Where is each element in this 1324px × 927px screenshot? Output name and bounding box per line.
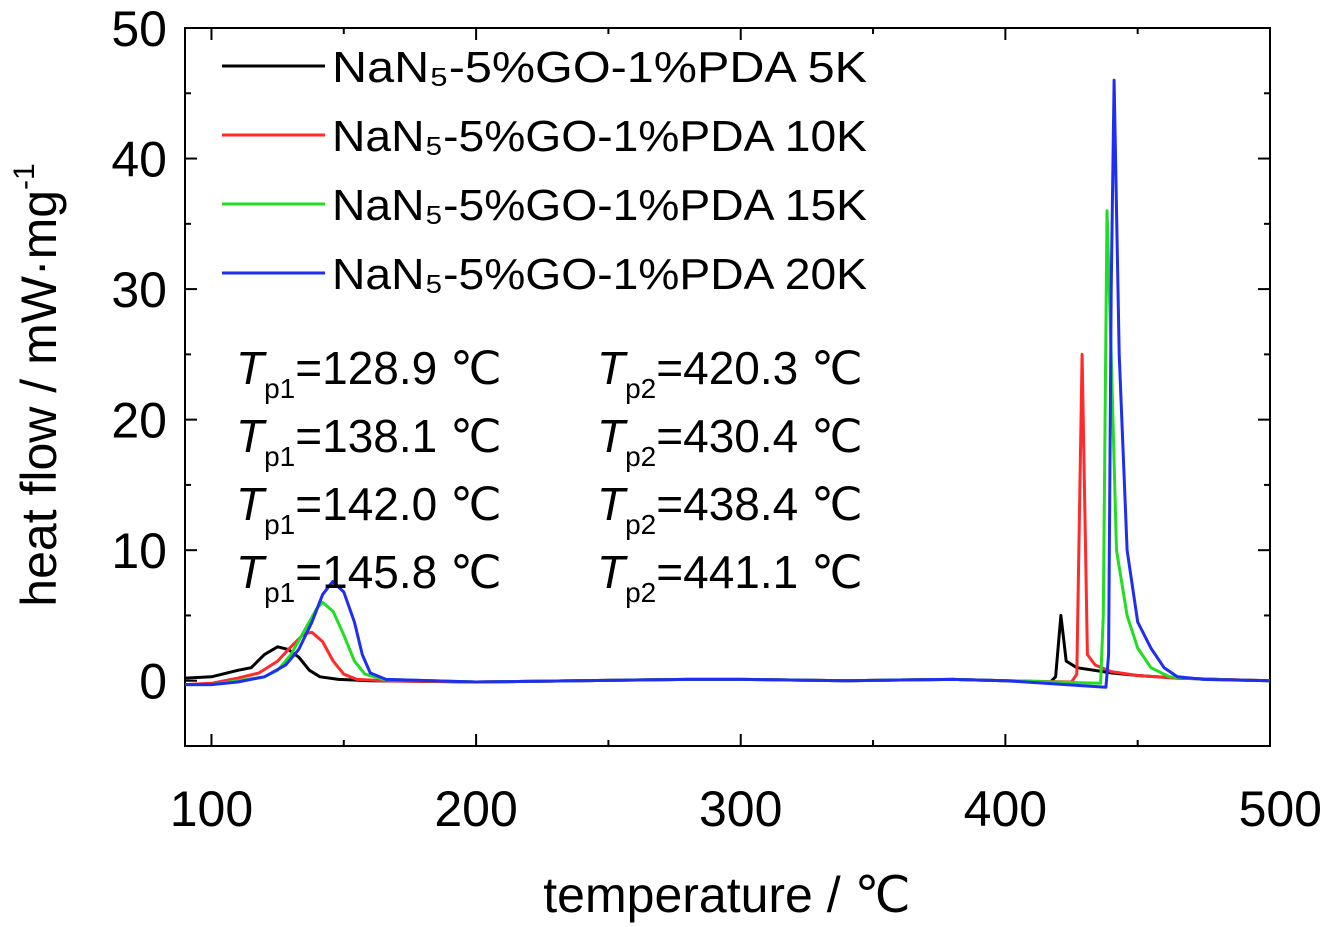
plot-area — [184, 27, 1271, 747]
x-tick-label: 300 — [699, 781, 782, 837]
peak-temperature-label: Tp2=441.1 ℃ — [597, 546, 863, 608]
x-tick-label: 100 — [170, 781, 253, 837]
series-line-4 — [185, 78, 1271, 689]
peak-temperature-label: Tp2=438.4 ℃ — [597, 478, 863, 540]
y-tick-label: 50 — [111, 1, 167, 57]
x-tick-label: 200 — [434, 781, 517, 837]
y-axis-title: heat flow / mW·mg-1 — [8, 163, 67, 606]
y-tick-label: 30 — [111, 262, 167, 318]
legend-label-4: NaN₅-5%GO-1%PDA 20K — [332, 250, 867, 299]
y-tick-label: 40 — [111, 132, 167, 188]
peak-temperature-label: Tp1=138.1 ℃ — [236, 410, 502, 472]
peak-temperature-label: Tp1=145.8 ℃ — [236, 546, 502, 608]
peak-temperature-label: Tp1=142.0 ℃ — [236, 478, 502, 540]
y-tick-label: 20 — [111, 393, 167, 449]
series-layer — [184, 78, 1271, 689]
y-axis-title-main: heat flow / mW·mg — [11, 190, 67, 607]
peak-temperature-label: Tp1=128.9 ℃ — [236, 342, 502, 404]
legend-label-1: NaN₅-5%GO-1%PDA 5K — [332, 43, 867, 92]
peak-temperature-label: Tp2=430.4 ℃ — [597, 410, 863, 472]
plot-frame — [184, 27, 1271, 747]
x-tick-label: 500 — [1239, 781, 1322, 837]
legend-label-2: NaN₅-5%GO-1%PDA 10K — [332, 112, 867, 161]
y-tick-label: 0 — [139, 654, 167, 710]
legend: NaN₅-5%GO-1%PDA 5K NaN₅-5%GO-1%PDA 10K NaN… — [222, 43, 867, 299]
x-tick-label: 400 — [964, 781, 1047, 837]
peak-temperature-label: Tp2=420.3 ℃ — [597, 342, 863, 404]
axes: 0 10 20 30 40 50 100 200 300 400 500 — [111, 1, 1322, 837]
x-axis-title: temperature / ℃ — [543, 867, 910, 923]
y-tick-label: 10 — [111, 523, 167, 579]
legend-label-3: NaN₅-5%GO-1%PDA 15K — [332, 181, 867, 230]
y-axis-title-superscript: -1 — [8, 163, 41, 190]
